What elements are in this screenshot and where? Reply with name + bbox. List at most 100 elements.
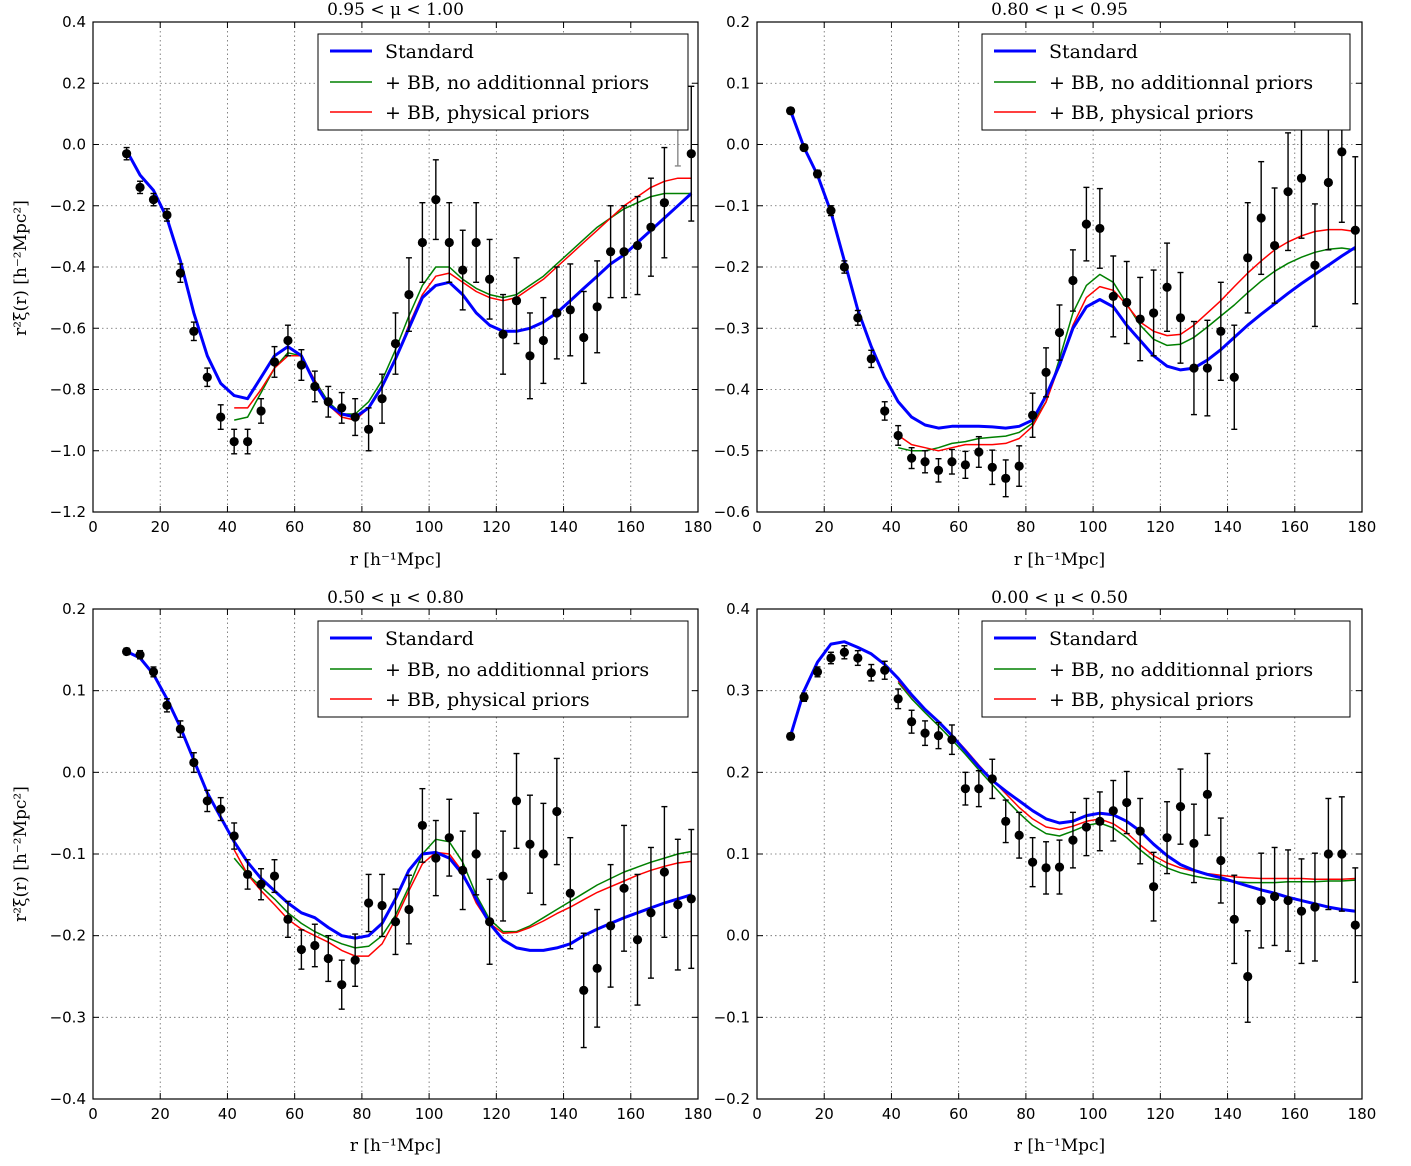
data-marker bbox=[296, 944, 306, 955]
data-point bbox=[296, 348, 306, 382]
panel-top-left: 0.95 < μ < 1.00 r [h⁻¹Mpc] r²ξ(r) [h⁻²Mp… bbox=[11, 0, 712, 570]
data-point bbox=[839, 645, 849, 660]
data-marker bbox=[377, 394, 387, 404]
legend-label-bb-physical: + BB, physical priors bbox=[1049, 102, 1254, 124]
data-marker bbox=[565, 305, 575, 315]
x-tick-label: 40 bbox=[218, 518, 237, 536]
data-marker bbox=[498, 329, 508, 339]
data-marker bbox=[471, 849, 481, 859]
data-marker bbox=[1028, 857, 1038, 867]
x-tick-label: 140 bbox=[1213, 518, 1242, 536]
data-point bbox=[1054, 304, 1065, 361]
data-point bbox=[960, 771, 970, 806]
data-point bbox=[686, 85, 696, 222]
data-point bbox=[1256, 160, 1266, 276]
y-tick-label: −0.3 bbox=[50, 1008, 86, 1026]
data-point bbox=[337, 391, 347, 424]
data-marker bbox=[1296, 906, 1307, 916]
data-marker bbox=[907, 717, 917, 727]
data-point bbox=[390, 888, 401, 956]
data-point bbox=[498, 830, 508, 922]
data-marker bbox=[511, 796, 522, 806]
plot-area: 0 20 40 60 80 100 120 140 160 180 −1.2 −1.0 −0.8 −0.6… bbox=[50, 13, 713, 536]
legend-label-bb-physical: + BB, physical priors bbox=[385, 689, 590, 711]
data-point bbox=[243, 859, 253, 890]
legend-label-bb-no-priors: + BB, no additionnal priors bbox=[385, 72, 649, 94]
data-point bbox=[1135, 797, 1145, 865]
data-point bbox=[786, 731, 796, 742]
data-marker bbox=[256, 406, 266, 416]
data-point bbox=[907, 709, 917, 734]
data-marker bbox=[350, 412, 360, 422]
data-marker bbox=[799, 692, 809, 702]
data-marker bbox=[880, 665, 890, 675]
data-point bbox=[1162, 801, 1172, 875]
data-marker bbox=[417, 820, 427, 831]
data-point bbox=[175, 263, 185, 284]
panel-title: 0.00 < μ < 0.50 bbox=[991, 588, 1128, 608]
x-tick-label: 40 bbox=[882, 1105, 901, 1123]
data-point bbox=[1162, 242, 1172, 333]
panel-bottom-left: 0.50 < μ < 0.80 r [h⁻¹Mpc] r²ξ(r) [h⁻²Mp… bbox=[11, 588, 712, 1156]
y-tick-label: 0.0 bbox=[62, 763, 86, 781]
data-marker bbox=[1095, 816, 1105, 826]
data-point bbox=[987, 758, 997, 800]
data-marker bbox=[552, 806, 562, 817]
data-marker bbox=[1270, 891, 1280, 902]
data-marker bbox=[646, 908, 656, 918]
data-point bbox=[135, 649, 145, 660]
data-point bbox=[122, 146, 132, 161]
data-point bbox=[1041, 841, 1051, 895]
data-point bbox=[619, 824, 629, 952]
data-marker bbox=[1028, 410, 1038, 420]
data-marker bbox=[485, 917, 495, 927]
data-marker bbox=[283, 914, 293, 924]
data-marker bbox=[1202, 789, 1212, 799]
data-marker bbox=[122, 646, 132, 657]
data-point bbox=[1229, 874, 1239, 965]
axes-frame bbox=[756, 608, 1363, 1100]
y-tick-label: 0.4 bbox=[62, 13, 86, 31]
data-marker bbox=[1243, 971, 1253, 982]
data-point bbox=[498, 293, 508, 375]
data-marker bbox=[1054, 327, 1065, 338]
data-marker bbox=[933, 465, 944, 475]
data-point bbox=[552, 757, 562, 866]
data-point bbox=[920, 720, 930, 747]
y-tick-label: 0.3 bbox=[726, 682, 750, 700]
y-tick-label: 0.0 bbox=[726, 136, 750, 154]
data-point bbox=[632, 195, 643, 296]
series-line-standard bbox=[789, 110, 1357, 430]
data-point bbox=[1243, 201, 1253, 314]
data-point bbox=[1310, 852, 1320, 962]
data-point bbox=[390, 312, 401, 375]
data-marker bbox=[1175, 802, 1186, 812]
data-point bbox=[1202, 319, 1212, 417]
data-point bbox=[162, 208, 172, 222]
data-point bbox=[417, 201, 427, 284]
data-point bbox=[1202, 752, 1212, 836]
data-marker bbox=[310, 381, 320, 392]
data-marker bbox=[404, 904, 414, 915]
data-marker bbox=[866, 354, 876, 364]
data-marker bbox=[1095, 223, 1105, 234]
x-tick-label: 160 bbox=[1280, 518, 1309, 536]
data-marker bbox=[853, 313, 863, 323]
data-marker bbox=[337, 980, 347, 990]
data-point bbox=[1243, 930, 1253, 1023]
data-point bbox=[525, 312, 535, 400]
legend-box bbox=[317, 33, 689, 131]
data-point bbox=[1229, 324, 1239, 431]
data-marker bbox=[826, 653, 836, 663]
data-marker bbox=[216, 804, 226, 814]
data-point bbox=[162, 698, 172, 713]
data-point bbox=[202, 789, 212, 813]
data-marker bbox=[686, 894, 696, 904]
data-point bbox=[135, 180, 145, 195]
y-tick-label: 0.4 bbox=[726, 600, 750, 618]
data-point bbox=[1149, 269, 1159, 357]
data-marker bbox=[269, 871, 280, 881]
x-tick-label: 80 bbox=[352, 1105, 371, 1123]
data-point bbox=[826, 205, 836, 217]
